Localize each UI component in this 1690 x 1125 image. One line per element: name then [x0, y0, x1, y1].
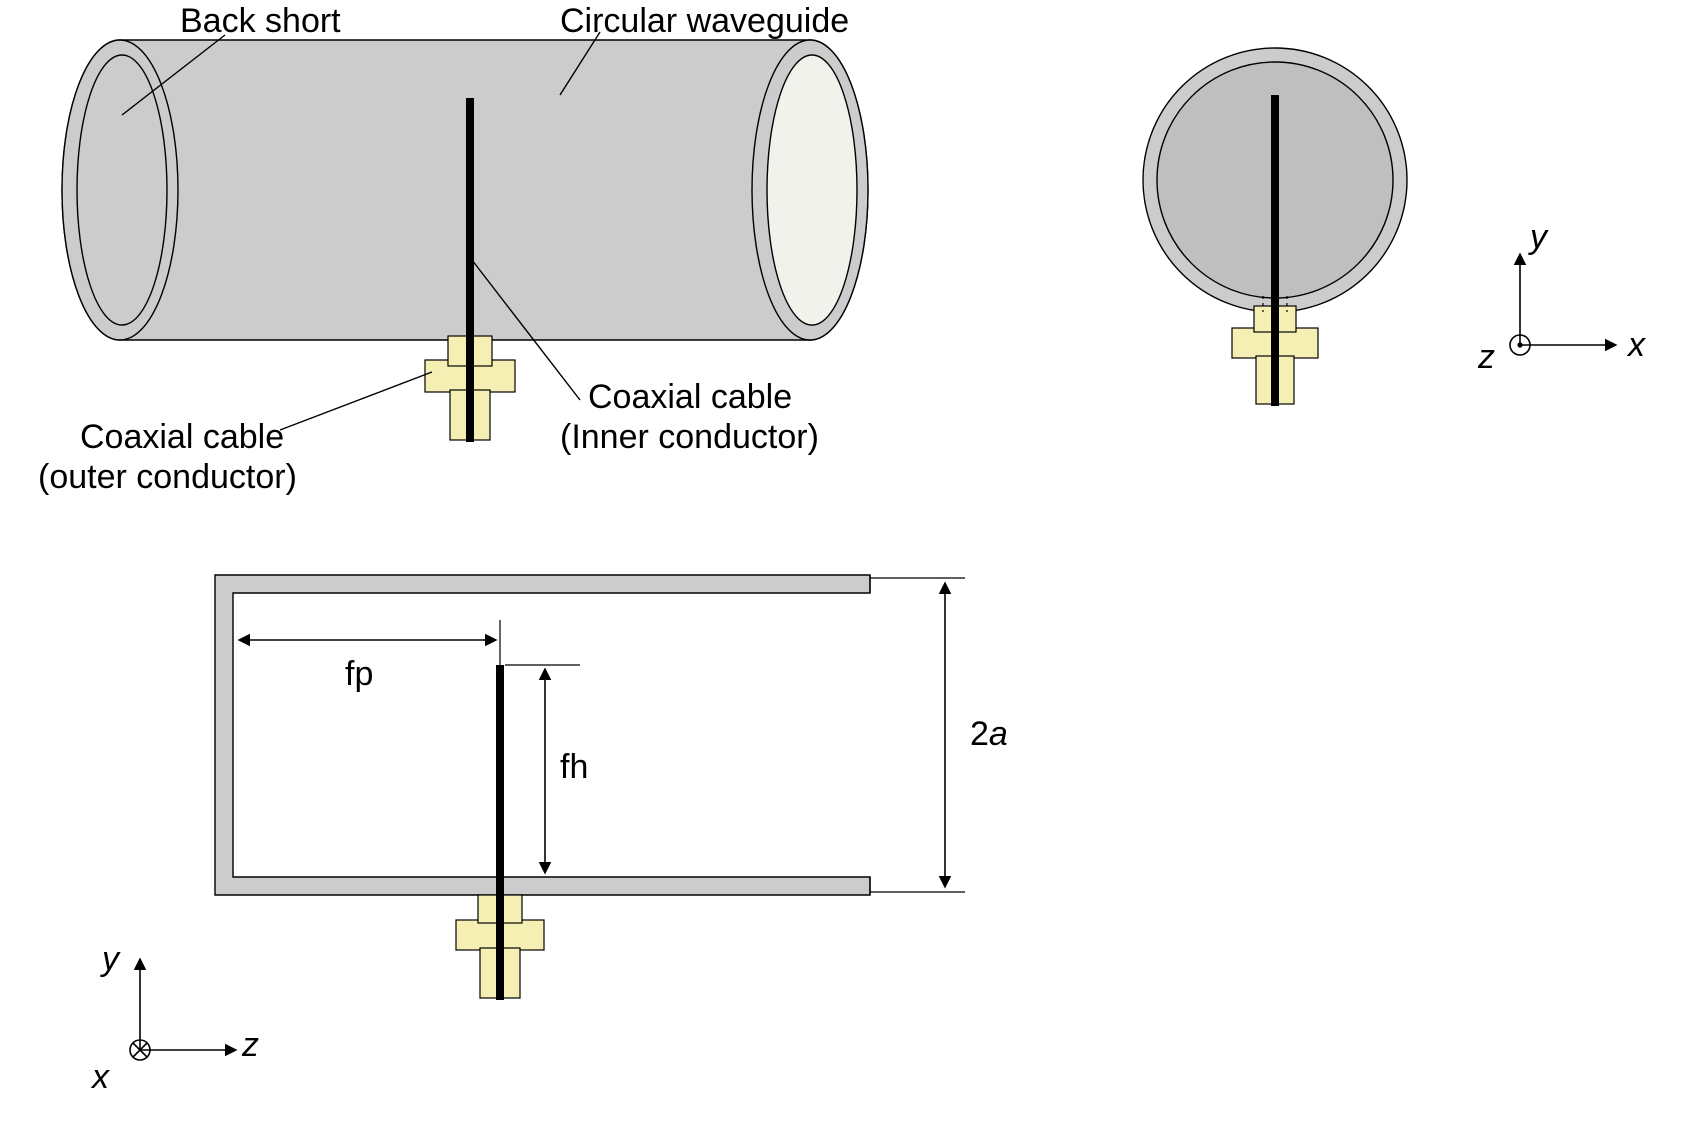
- label-back-short: Back short: [180, 2, 341, 41]
- right-endcap-inner: [767, 55, 857, 325]
- axis-front-x: x: [1628, 326, 1645, 365]
- leader-outer-conductor: [280, 372, 432, 430]
- section-view: [215, 575, 965, 1000]
- front-view: [1143, 48, 1407, 406]
- label-coax-inner-2: (Inner conductor): [560, 418, 819, 457]
- label-coax-inner-1: Coaxial cable: [588, 378, 792, 417]
- axes-front: [1510, 255, 1615, 355]
- axis-section-x: x: [92, 1058, 109, 1097]
- axes-section: [130, 960, 235, 1060]
- label-fp: fp: [345, 655, 373, 694]
- waveguide-body: [62, 40, 868, 340]
- section-wall: [215, 575, 870, 895]
- label-coax-outer-1: Coaxial cable: [80, 418, 284, 457]
- figure-canvas: [0, 0, 1690, 1125]
- label-fh: fh: [560, 748, 588, 787]
- label-2a: 2a: [970, 715, 1008, 754]
- label-circular-waveguide: Circular waveguide: [560, 2, 849, 41]
- axis-section-z: z: [242, 1026, 259, 1065]
- axis-front-y: y: [1530, 218, 1547, 257]
- axis-front-z: z: [1478, 338, 1495, 377]
- left-endcap-inner: [77, 55, 167, 325]
- label-coax-outer-2: (outer conductor): [38, 458, 297, 497]
- axis-section-y: y: [102, 940, 119, 979]
